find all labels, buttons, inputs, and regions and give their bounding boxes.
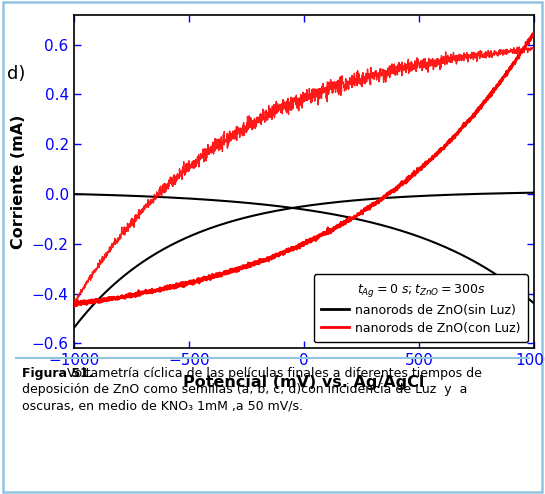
Text: Voltametría cíclica de las películas finales a diferentes tiempos de: Voltametría cíclica de las películas fin… (63, 367, 482, 379)
Legend: nanorods de ZnO(sin Luz), nanorods de ZnO(con Luz): nanorods de ZnO(sin Luz), nanorods de Zn… (313, 274, 528, 342)
Text: deposición de ZnO como semillas (a, b, c, d)con incidencia de Luz  y  a: deposición de ZnO como semillas (a, b, c… (22, 383, 467, 396)
X-axis label: Potencial (mV) vs. Ag/AgCl: Potencial (mV) vs. Ag/AgCl (183, 375, 425, 390)
Text: Figura 51.: Figura 51. (22, 367, 93, 379)
Text: d): d) (7, 65, 25, 83)
Text: oscuras, en medio de KNO₃ 1mM ,a 50 mV/s.: oscuras, en medio de KNO₃ 1mM ,a 50 mV/s… (22, 399, 303, 412)
Y-axis label: Corriente (mA): Corriente (mA) (11, 114, 26, 249)
